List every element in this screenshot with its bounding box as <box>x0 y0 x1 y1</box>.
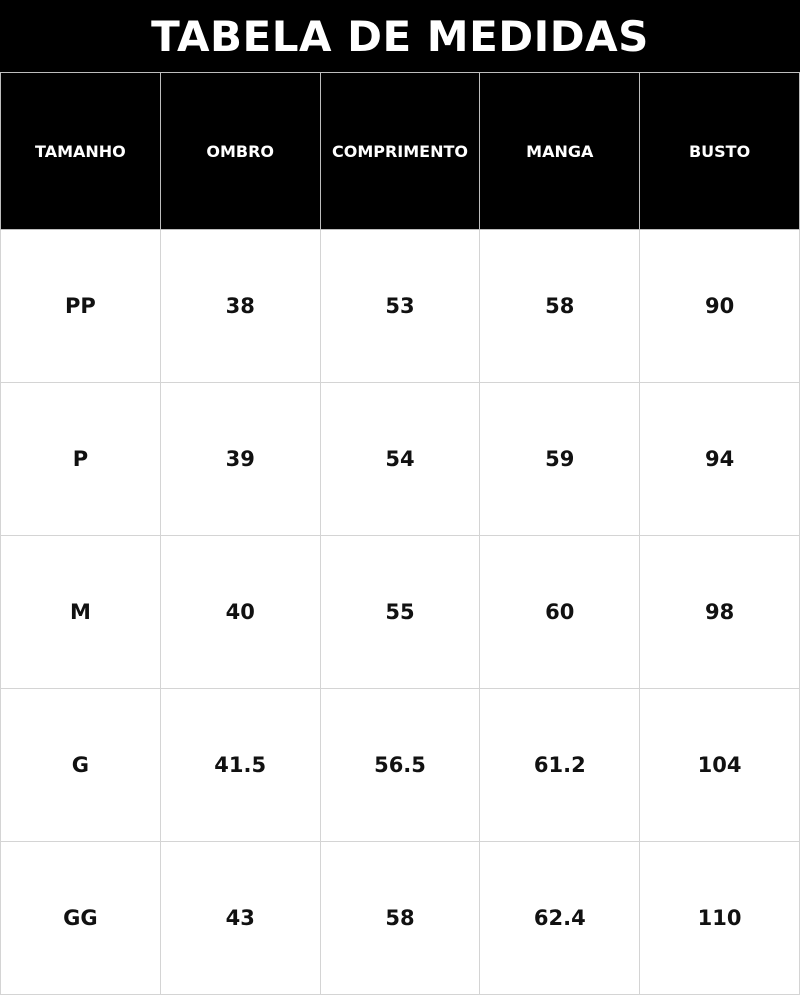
column-header: COMPRIMENTO <box>319 72 481 230</box>
table-cell: 56.5 <box>319 688 481 842</box>
column-header: TAMANHO <box>0 72 161 230</box>
table-cell: G <box>0 688 161 842</box>
table-cell: 40 <box>159 535 321 689</box>
table-cell: PP <box>0 229 161 383</box>
table-cell: 58 <box>319 841 481 995</box>
table-row: PP 38 53 58 90 <box>0 229 800 383</box>
page-title: TABELA DE MEDIDAS <box>0 0 800 72</box>
table-cell: GG <box>0 841 161 995</box>
table-cell: P <box>0 382 161 536</box>
table-cell: 98 <box>639 535 800 689</box>
table-cell: 110 <box>639 841 800 995</box>
column-header: BUSTO <box>639 72 800 230</box>
table-cell: 53 <box>319 229 481 383</box>
table-cell: M <box>0 535 161 689</box>
table-cell: 59 <box>479 382 641 536</box>
table-cell: 41.5 <box>159 688 321 842</box>
table-row: GG 43 58 62.4 110 <box>0 841 800 995</box>
column-header: MANGA <box>479 72 641 230</box>
header-row: TAMANHO OMBRO COMPRIMENTO MANGA BUSTO <box>0 72 800 230</box>
table-cell: 43 <box>159 841 321 995</box>
table-row: P 39 54 59 94 <box>0 382 800 536</box>
table-cell: 54 <box>319 382 481 536</box>
table-cell: 90 <box>639 229 800 383</box>
table-cell: 94 <box>639 382 800 536</box>
table-cell: 104 <box>639 688 800 842</box>
table-row: G 41.5 56.5 61.2 104 <box>0 688 800 842</box>
table-cell: 39 <box>159 382 321 536</box>
table-cell: 58 <box>479 229 641 383</box>
table-cell: 38 <box>159 229 321 383</box>
table-cell: 55 <box>319 535 481 689</box>
size-table: TAMANHO OMBRO COMPRIMENTO MANGA BUSTO PP 38 53… <box>0 72 800 995</box>
table-cell: 61.2 <box>479 688 641 842</box>
table-cell: 62.4 <box>479 841 641 995</box>
table-row: M 40 55 60 98 <box>0 535 800 689</box>
column-header: OMBRO <box>159 72 321 230</box>
table-cell: 60 <box>479 535 641 689</box>
